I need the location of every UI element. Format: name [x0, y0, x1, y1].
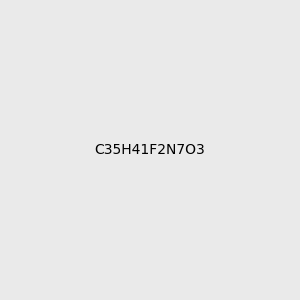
Text: C35H41F2N7O3: C35H41F2N7O3	[94, 143, 206, 157]
